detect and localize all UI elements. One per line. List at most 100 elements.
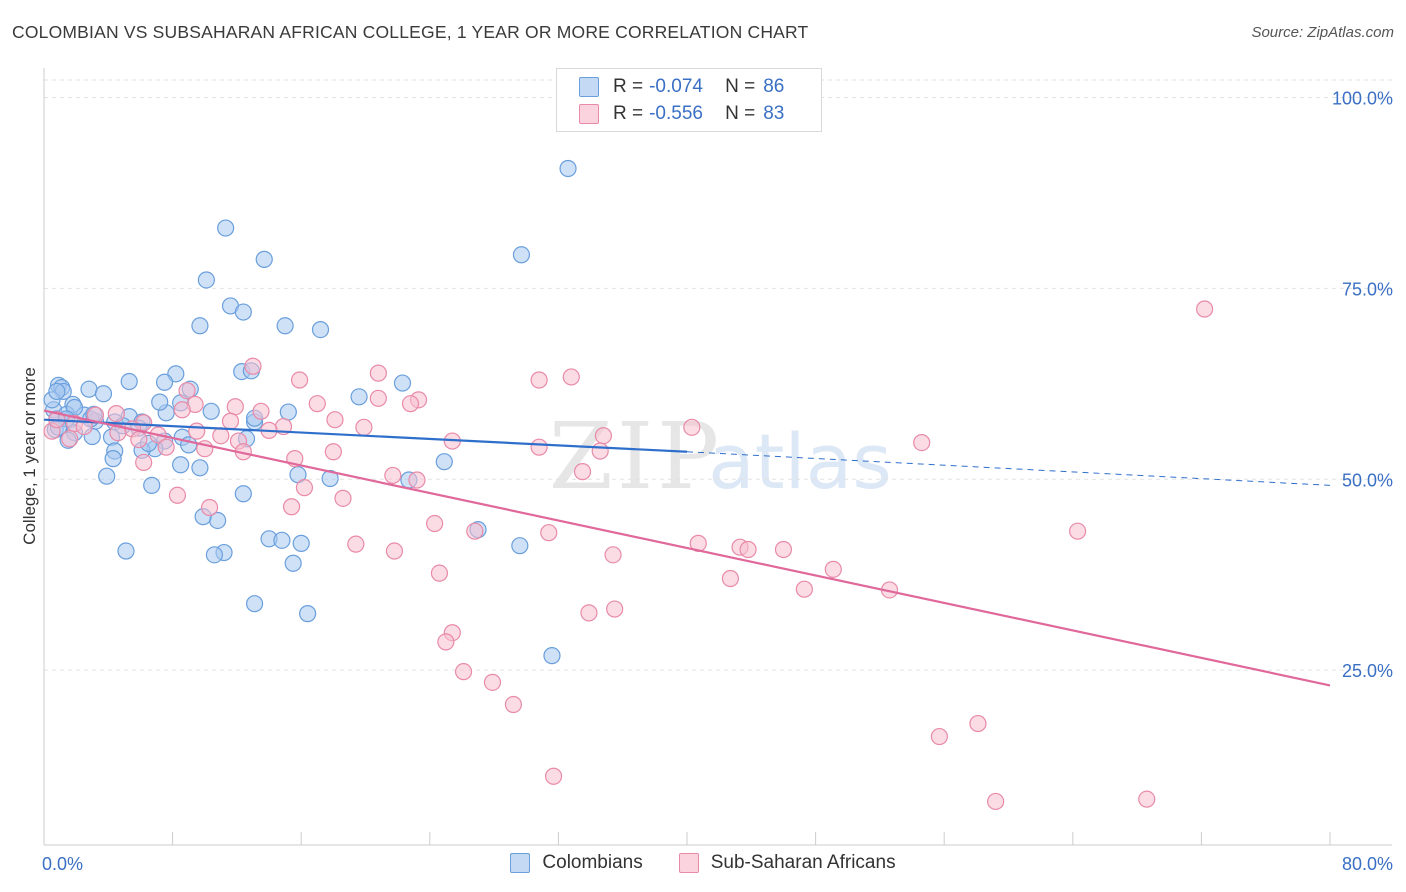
colombian-point bbox=[350, 388, 368, 406]
colombian-point bbox=[559, 159, 577, 178]
colombian-point bbox=[117, 542, 135, 560]
legend-label-subsaharan: Sub-Saharan Africans bbox=[710, 852, 896, 873]
subsaharan-point bbox=[930, 727, 948, 746]
legend-n-label: N = bbox=[725, 76, 756, 97]
subsaharan-point bbox=[107, 404, 125, 423]
colombian-point bbox=[279, 403, 297, 421]
colombian-point bbox=[48, 382, 66, 401]
legend-r-value: -0.074 bbox=[649, 76, 703, 97]
subsaharan-point bbox=[178, 382, 196, 400]
subsaharan-point bbox=[1069, 522, 1087, 540]
colombian-point bbox=[393, 374, 412, 392]
subsaharan-point bbox=[324, 443, 342, 461]
legend-swatch-subsaharan bbox=[579, 104, 599, 124]
colombian-point bbox=[543, 647, 561, 665]
subsaharan-point bbox=[385, 542, 404, 560]
colombian-point bbox=[151, 393, 169, 411]
subsaharan-point bbox=[401, 395, 420, 413]
subsaharan-point bbox=[226, 398, 244, 416]
colombian-point bbox=[191, 317, 209, 335]
subsaharan-point bbox=[1138, 790, 1156, 808]
colombian-point bbox=[435, 453, 453, 471]
colombian-point bbox=[284, 554, 302, 572]
colombian-point bbox=[255, 250, 273, 268]
correlation-legend: R = -0.074 N = 86 R = -0.556 N = 83 bbox=[556, 68, 822, 132]
source-credit: Source: ZipAtlas.com bbox=[1251, 24, 1394, 41]
colombian-point bbox=[98, 467, 116, 485]
colombian-point bbox=[143, 476, 161, 494]
colombian-point bbox=[321, 469, 339, 488]
colombian-point bbox=[155, 373, 174, 391]
series-legend: Colombians Sub-Saharan Africans bbox=[0, 852, 1406, 874]
subsaharan-point bbox=[969, 714, 987, 733]
colombian-point bbox=[202, 402, 220, 420]
subsaharan-point bbox=[544, 767, 563, 785]
legend-item-subsaharan[interactable]: Sub-Saharan Africans bbox=[678, 852, 896, 874]
colombian-point bbox=[80, 380, 98, 398]
colombian-point bbox=[197, 271, 215, 289]
subsaharan-point bbox=[987, 792, 1005, 811]
subsaharan-point bbox=[282, 498, 301, 516]
subsaharan-point bbox=[326, 411, 344, 429]
subsaharan-trend-line bbox=[43, 409, 1331, 687]
colombian-point bbox=[511, 537, 529, 555]
subsaharan-point bbox=[109, 424, 127, 442]
subsaharan-point bbox=[200, 498, 219, 517]
legend-n-label: N = bbox=[725, 103, 756, 124]
subsaharan-point bbox=[426, 514, 444, 533]
subsaharan-point bbox=[252, 402, 270, 420]
colombian-point bbox=[245, 595, 264, 613]
x-tick-label: 80.0% bbox=[1342, 854, 1393, 874]
subsaharan-point bbox=[61, 430, 79, 448]
subsaharan-point bbox=[135, 453, 153, 472]
legend-row-subsaharan: R = -0.556 N = 83 bbox=[579, 101, 784, 127]
subsaharan-point bbox=[913, 434, 931, 452]
subsaharan-point bbox=[721, 569, 740, 588]
y-tick-label: 50.0% bbox=[1342, 470, 1393, 490]
y-tick-label: 100.0% bbox=[1332, 89, 1393, 109]
colombian-point bbox=[205, 546, 223, 564]
subsaharan-point bbox=[683, 418, 701, 436]
colombian-trend-extension bbox=[686, 451, 1331, 486]
colombian-point bbox=[234, 303, 252, 321]
subsaharan-point bbox=[604, 546, 622, 564]
subsaharan-point bbox=[430, 564, 449, 582]
legend-item-colombians[interactable]: Colombians bbox=[510, 852, 643, 874]
subsaharan-point bbox=[466, 522, 484, 540]
subsaharan-point bbox=[308, 395, 326, 413]
colombian-point bbox=[512, 246, 531, 264]
subsaharan-point bbox=[739, 540, 757, 559]
colombian-point bbox=[94, 385, 113, 403]
subsaharan-point bbox=[591, 442, 609, 460]
subsaharan-point bbox=[408, 471, 426, 489]
subsaharan-point bbox=[1196, 300, 1214, 318]
chart-title: COLOMBIAN VS SUBSAHARAN AFRICAN COLLEGE,… bbox=[12, 22, 809, 42]
subsaharan-point bbox=[355, 418, 373, 436]
subsaharan-point bbox=[504, 695, 522, 714]
subsaharan-point bbox=[212, 427, 230, 445]
subsaharan-point bbox=[221, 412, 240, 430]
x-tick-label: 0.0% bbox=[42, 854, 83, 874]
colombian-point bbox=[292, 534, 310, 552]
legend-label-colombians: Colombians bbox=[542, 852, 643, 873]
subsaharan-point bbox=[530, 438, 548, 456]
colombian-point bbox=[120, 372, 138, 391]
watermark-atlas: atlas bbox=[708, 417, 892, 506]
subsaharan-point bbox=[130, 430, 148, 449]
subsaharan-point bbox=[606, 600, 624, 618]
subsaharan-point bbox=[437, 633, 455, 651]
subsaharan-point bbox=[290, 371, 309, 389]
subsaharan-point bbox=[774, 540, 793, 559]
subsaharan-point bbox=[244, 357, 262, 375]
colombian-point bbox=[104, 450, 122, 468]
subsaharan-point bbox=[530, 371, 548, 389]
subsaharan-point bbox=[483, 673, 502, 691]
subsaharan-point bbox=[334, 489, 352, 507]
watermark-zip: ZIP bbox=[549, 403, 723, 510]
legend-r-label: R = bbox=[613, 103, 644, 124]
colombian-point bbox=[191, 459, 209, 477]
legend-r-value: -0.556 bbox=[649, 103, 703, 124]
colombian-trend-line bbox=[43, 418, 688, 453]
subsaharan-point bbox=[295, 479, 314, 497]
